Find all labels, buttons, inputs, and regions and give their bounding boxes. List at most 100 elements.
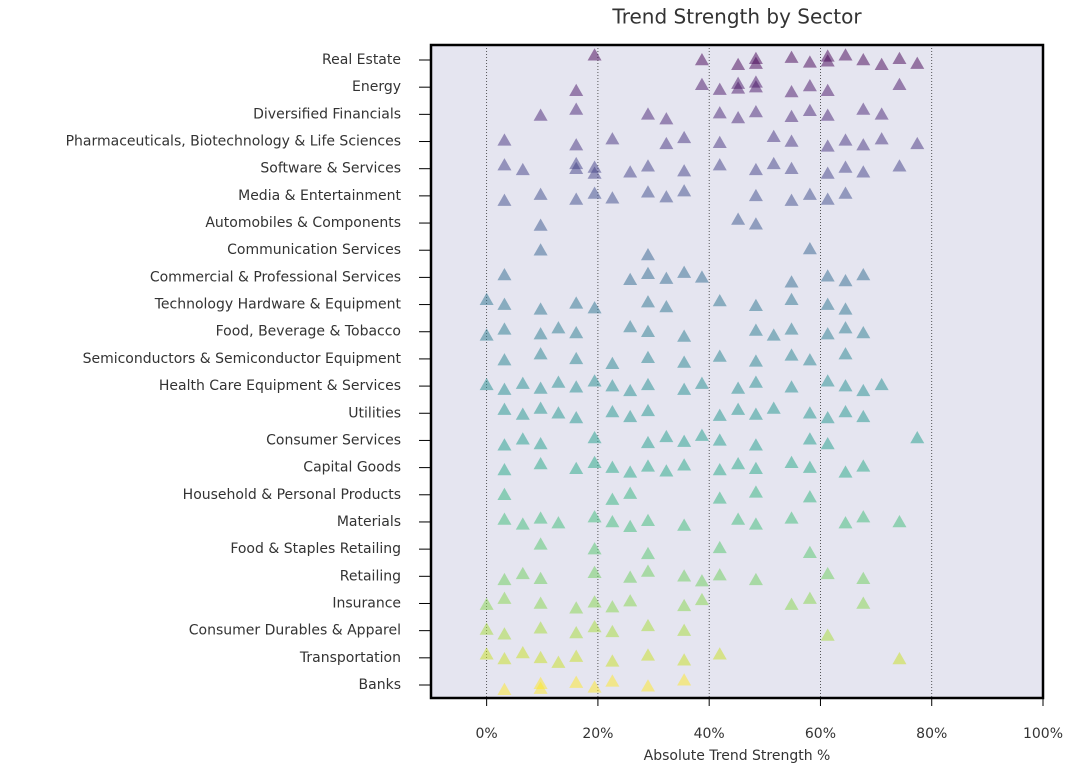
point bbox=[533, 108, 548, 121]
point bbox=[677, 434, 692, 447]
point bbox=[910, 56, 925, 69]
point bbox=[569, 649, 584, 662]
point bbox=[856, 165, 871, 178]
point bbox=[587, 160, 602, 173]
point bbox=[856, 596, 871, 609]
point bbox=[551, 516, 566, 529]
point bbox=[497, 652, 512, 665]
point bbox=[694, 270, 709, 283]
point bbox=[533, 621, 548, 634]
point bbox=[569, 325, 584, 339]
point bbox=[659, 299, 674, 313]
point bbox=[748, 517, 763, 530]
point bbox=[731, 57, 746, 71]
point bbox=[515, 517, 530, 530]
point bbox=[784, 292, 799, 306]
point bbox=[731, 402, 746, 415]
point bbox=[677, 130, 692, 144]
y-tick-label: Semiconductors & Semiconductor Equipment bbox=[83, 351, 402, 367]
point bbox=[569, 411, 584, 424]
point bbox=[731, 110, 746, 124]
x-tick-label: 60% bbox=[805, 726, 836, 742]
point bbox=[533, 327, 548, 340]
point bbox=[856, 138, 871, 151]
point bbox=[569, 675, 584, 688]
y-tick-label: Transportation bbox=[299, 650, 401, 666]
point bbox=[731, 381, 746, 394]
point bbox=[784, 511, 799, 524]
y-tick-label: Automobiles & Components bbox=[205, 215, 401, 231]
point bbox=[677, 653, 692, 666]
point bbox=[820, 327, 835, 340]
point bbox=[659, 190, 674, 203]
y-tick-label: Food & Staples Retailing bbox=[230, 541, 401, 557]
point bbox=[659, 112, 674, 125]
point bbox=[587, 455, 602, 469]
point bbox=[640, 648, 655, 661]
point bbox=[533, 596, 548, 609]
point bbox=[874, 57, 889, 71]
point bbox=[605, 460, 620, 473]
point bbox=[712, 293, 727, 307]
point bbox=[677, 382, 692, 395]
y-tick-label: Energy bbox=[352, 79, 401, 95]
point bbox=[497, 158, 512, 171]
point bbox=[659, 136, 674, 150]
point bbox=[569, 102, 584, 115]
point bbox=[784, 84, 799, 98]
point bbox=[784, 193, 799, 206]
point bbox=[515, 162, 530, 176]
point bbox=[748, 572, 763, 586]
point bbox=[569, 461, 584, 475]
point bbox=[820, 566, 835, 580]
point bbox=[587, 620, 602, 633]
y-tick-label: Banks bbox=[359, 677, 401, 693]
point bbox=[838, 48, 853, 61]
point bbox=[533, 187, 548, 200]
point bbox=[623, 272, 638, 286]
point bbox=[587, 680, 602, 693]
point bbox=[748, 438, 763, 451]
y-tick-label: Technology Hardware & Equipment bbox=[154, 297, 402, 313]
point bbox=[533, 243, 548, 256]
point bbox=[731, 212, 746, 225]
point bbox=[856, 383, 871, 397]
point bbox=[677, 184, 692, 197]
point bbox=[569, 161, 584, 174]
point bbox=[892, 77, 907, 91]
point bbox=[515, 432, 530, 445]
point bbox=[694, 53, 709, 66]
point bbox=[748, 80, 763, 93]
point bbox=[820, 437, 835, 450]
y-tick-label: Household & Personal Products bbox=[183, 487, 401, 503]
point bbox=[497, 438, 512, 451]
point bbox=[497, 322, 512, 335]
point bbox=[748, 323, 763, 336]
point bbox=[784, 348, 799, 361]
point bbox=[640, 679, 655, 692]
point bbox=[712, 158, 727, 171]
point bbox=[784, 161, 799, 174]
point bbox=[515, 646, 530, 659]
point bbox=[856, 409, 871, 423]
point bbox=[605, 654, 620, 667]
point bbox=[533, 302, 548, 315]
point bbox=[569, 601, 584, 614]
point bbox=[587, 186, 602, 199]
point bbox=[587, 374, 602, 387]
point bbox=[802, 78, 817, 92]
point bbox=[533, 347, 548, 360]
point bbox=[587, 565, 602, 578]
point bbox=[820, 83, 835, 97]
point bbox=[784, 322, 799, 335]
point bbox=[856, 510, 871, 523]
x-tick-label: 80% bbox=[916, 726, 947, 742]
point bbox=[748, 461, 763, 475]
y-tick-label: Commercial & Professional Services bbox=[150, 269, 401, 285]
point bbox=[748, 188, 763, 202]
point bbox=[820, 139, 835, 152]
point bbox=[605, 379, 620, 392]
point bbox=[712, 408, 727, 421]
point bbox=[640, 248, 655, 261]
